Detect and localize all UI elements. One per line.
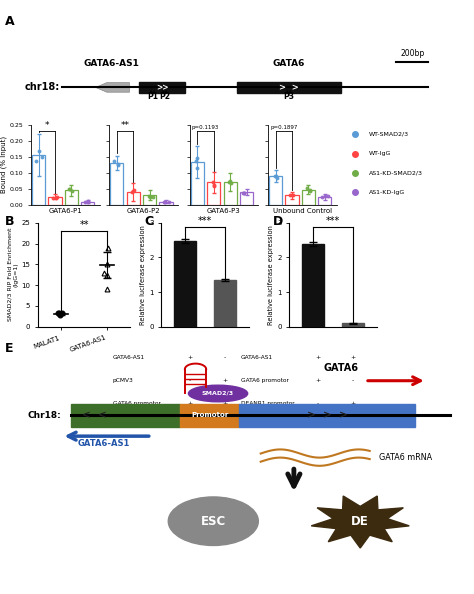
Bar (139, 82, 185, 93)
Y-axis label: Bound (% Input): Bound (% Input) (0, 136, 7, 194)
X-axis label: Unbound Control: Unbound Control (273, 208, 332, 214)
X-axis label: GATA6-P1: GATA6-P1 (48, 208, 82, 214)
Text: pCMV3: pCMV3 (113, 378, 134, 383)
Text: ***: *** (198, 216, 212, 226)
Text: AS1-KD-IgG: AS1-KD-IgG (369, 189, 405, 195)
Text: +: + (316, 355, 321, 361)
Text: +: + (351, 355, 356, 361)
Bar (191, 162, 204, 205)
Bar (71, 404, 180, 426)
Text: +: + (188, 355, 193, 361)
Text: A: A (5, 15, 14, 28)
Text: chr18:: chr18: (25, 83, 60, 93)
Text: GATA6: GATA6 (324, 362, 359, 372)
Text: P3: P3 (283, 93, 294, 102)
Bar (174, 241, 196, 327)
Text: **: ** (79, 220, 89, 230)
Text: Promotor: Promotor (191, 412, 228, 418)
Text: -: - (189, 378, 191, 383)
Text: B: B (5, 215, 14, 228)
Text: p=0.1897: p=0.1897 (270, 125, 298, 130)
Text: +: + (223, 401, 228, 406)
Bar (48, 197, 62, 205)
Text: <  <: < < (82, 410, 107, 420)
Bar (302, 189, 315, 205)
Bar (65, 191, 78, 205)
Bar (269, 176, 282, 205)
Bar (159, 202, 173, 205)
Text: DE: DE (351, 515, 369, 527)
Text: p=0.1193: p=0.1193 (192, 125, 219, 130)
Y-axis label: Relative luciferase expression: Relative luciferase expression (268, 225, 274, 325)
Bar (240, 192, 253, 205)
Bar (302, 244, 324, 327)
Text: SMAD2/3: SMAD2/3 (202, 391, 234, 396)
Text: +: + (351, 401, 356, 406)
Bar (342, 323, 364, 327)
Text: C: C (145, 215, 154, 228)
Y-axis label: SMAD2/3 RIP Fold Enrichment
(IgG=1): SMAD2/3 RIP Fold Enrichment (IgG=1) (8, 228, 18, 321)
Text: GATA6-AS1: GATA6-AS1 (241, 355, 273, 361)
Bar (127, 192, 140, 205)
Text: +: + (188, 401, 193, 406)
Text: AS1-KD-SMAD2/3: AS1-KD-SMAD2/3 (369, 170, 423, 175)
Text: ***: *** (326, 216, 340, 226)
Text: P2: P2 (159, 93, 170, 102)
Ellipse shape (189, 385, 247, 402)
Text: GATA6 mRNA: GATA6 mRNA (379, 453, 432, 462)
Text: >  >  >: > > > (307, 410, 347, 420)
Bar (207, 182, 220, 205)
Text: WT-IgG: WT-IgG (369, 151, 392, 156)
Text: **: ** (120, 121, 129, 130)
Text: +: + (223, 378, 228, 383)
Text: GATA6-AS1: GATA6-AS1 (113, 355, 145, 361)
Bar (237, 82, 340, 93)
Bar (214, 280, 236, 327)
Circle shape (168, 497, 258, 545)
Bar (180, 404, 239, 426)
Bar (110, 163, 123, 205)
X-axis label: GATA6-P3: GATA6-P3 (207, 208, 241, 214)
Text: 200bp: 200bp (400, 49, 424, 58)
Text: -: - (352, 378, 354, 383)
Bar (32, 155, 45, 205)
Text: E: E (5, 342, 13, 355)
Bar (285, 195, 299, 205)
Text: DEANR1 promotor: DEANR1 promotor (241, 401, 294, 406)
X-axis label: GATA6-P2: GATA6-P2 (127, 208, 160, 214)
Text: >  >: > > (279, 83, 299, 92)
Bar (239, 404, 415, 426)
Polygon shape (311, 496, 409, 548)
Bar (318, 197, 331, 205)
Text: *: * (45, 121, 49, 130)
Text: D: D (273, 215, 283, 228)
Text: Chr18:: Chr18: (28, 410, 62, 420)
Text: -: - (317, 401, 319, 406)
Text: GATA6: GATA6 (273, 59, 305, 68)
Bar (224, 182, 237, 205)
Text: P1: P1 (147, 93, 158, 102)
Bar (81, 202, 94, 205)
Bar (143, 195, 156, 205)
Text: GATA6-AS1: GATA6-AS1 (83, 59, 139, 68)
FancyArrow shape (96, 83, 129, 92)
Text: ESC: ESC (201, 515, 226, 527)
Text: >>: >> (156, 83, 168, 92)
Text: GATA6-AS1: GATA6-AS1 (78, 440, 130, 448)
Text: GATA6 promotor: GATA6 promotor (241, 378, 289, 383)
Y-axis label: Relative luciferase expression: Relative luciferase expression (140, 225, 146, 325)
Text: +: + (316, 378, 321, 383)
Text: WT-SMAD2/3: WT-SMAD2/3 (369, 132, 410, 137)
Text: -: - (224, 355, 226, 361)
Text: GATA6 promotor: GATA6 promotor (113, 401, 161, 406)
